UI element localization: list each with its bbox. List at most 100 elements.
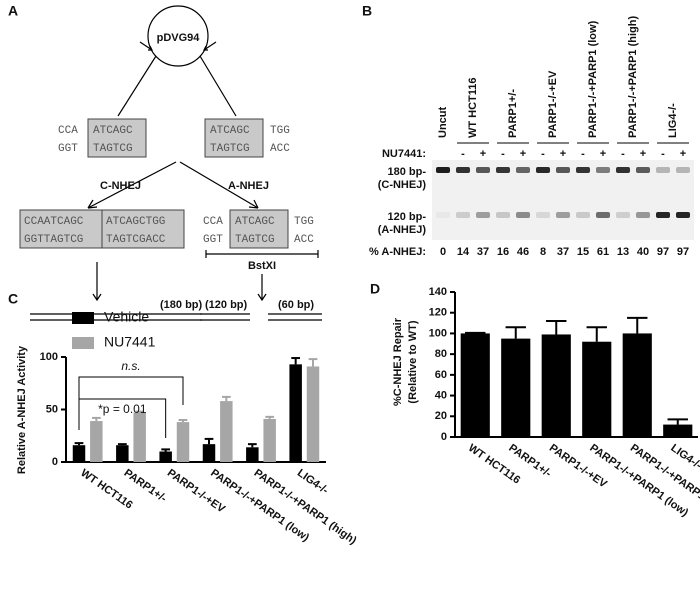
band-upper [616,167,630,173]
percent-value: 15 [577,246,589,258]
bar [246,447,259,462]
band-upper [496,167,510,173]
y-tick-label: 140 [429,286,447,298]
treatment-sign: + [600,148,606,160]
arrow [257,274,267,302]
band-lower [516,212,530,218]
percent-value: 8 [540,246,546,258]
band-upper [516,167,530,173]
pathway-label: C-NHEJ [100,180,141,192]
percent-value: 40 [637,246,649,258]
arrow [87,161,177,209]
bar [582,341,612,437]
panel-a: pDVG94 CCA GGT ATCAGC TAGTCG ATCAGC TAGT… [19,5,322,321]
percent-value: 37 [477,246,489,258]
product-size: (120 bp) [205,299,248,311]
bar [72,445,86,462]
treatment-sign: - [541,148,545,160]
band-lower [676,212,690,218]
band-upper [596,167,610,173]
bar [663,424,693,437]
gel [432,160,694,240]
band-label: 180 bp- [387,166,426,178]
enzyme-bracket [205,250,319,258]
dna-product [30,313,202,321]
bar [116,445,129,462]
panel-b: NU7441: 180 bp- (C-NHEJ) 120 bp- (A-NHEJ… [369,148,694,258]
band-lower [636,212,650,218]
arrow [92,262,102,302]
band-lower [656,212,670,218]
band-lower [596,212,610,218]
significance-bracket [78,376,184,405]
annotation: n.s. [121,359,140,373]
percent-value: 16 [497,246,509,258]
legend-label: Vehicle [104,309,149,325]
y-axis-label: Relative A-NHEJ Activity [16,345,28,474]
legend-swatch [72,337,94,349]
band-label: 120 bp- [387,211,426,223]
annotation: *p = 0.01 [98,402,147,416]
sequence: ATCAGCTGG [106,216,165,228]
treatment-sign: + [680,148,686,160]
bar [289,364,302,462]
bar [263,418,276,462]
cut-arrow [203,41,217,51]
site-box [204,118,264,158]
band-lower [536,212,550,218]
lane-label: LIG4-/- [667,103,679,138]
band-upper [536,167,550,173]
legend-swatch [72,312,94,324]
bar [306,366,320,462]
treatment-sign: - [621,148,625,160]
band-upper [636,167,650,173]
y-tick-label: 20 [435,410,447,422]
y-tick-label: 120 [429,307,447,319]
percent-value: 13 [617,246,629,258]
percent-value: 37 [557,246,569,258]
lane-label: PARP1-/-+PARP1 (low) [587,20,599,138]
band-upper [476,167,490,173]
sequence: CCAATCAGC [24,216,84,228]
bar [541,334,571,437]
treatment-sign: - [661,148,665,160]
band-lower [456,212,470,218]
treatment-sign: - [461,148,465,160]
sequence: TAGTCG [235,234,275,246]
y-tick-label: 0 [441,431,447,443]
significance-bracket [78,398,167,438]
treatment-sign: + [520,148,526,160]
treatment-sign: + [560,148,566,160]
sequence: GGTTAGTCG [24,234,83,246]
sequence: TAGTCGACC [106,234,166,246]
y-tick-label: 80 [435,348,447,360]
percent-label: % A-NHEJ: [369,246,426,258]
band-lower [556,212,570,218]
band-upper [436,167,450,173]
sequence: GGT [203,234,223,246]
band-lower [576,212,590,218]
y-tick-label: 60 [435,369,447,381]
bar [159,451,172,462]
percent-value: 61 [597,246,609,258]
treatment-label: NU7441: [382,148,426,160]
panel-label: C [8,291,18,307]
sequence: CCA [58,125,78,137]
sequence: CCA [203,216,223,228]
bar [220,401,233,462]
arrow [179,161,259,209]
sequence: GGT [58,143,78,155]
lane-label: PARP1-/-+EV [547,70,559,138]
band-upper [676,167,690,173]
site-box [229,209,289,249]
y-tick-label: 50 [46,403,58,415]
treatment-sign: + [640,148,646,160]
lane-label: WT HCT116 [467,77,479,138]
sequence: TAGTCG [93,143,133,155]
band-lower [436,212,450,218]
y-axis-label: %C-NHEJ Repair [392,317,404,406]
sequence: TGG [294,216,314,228]
